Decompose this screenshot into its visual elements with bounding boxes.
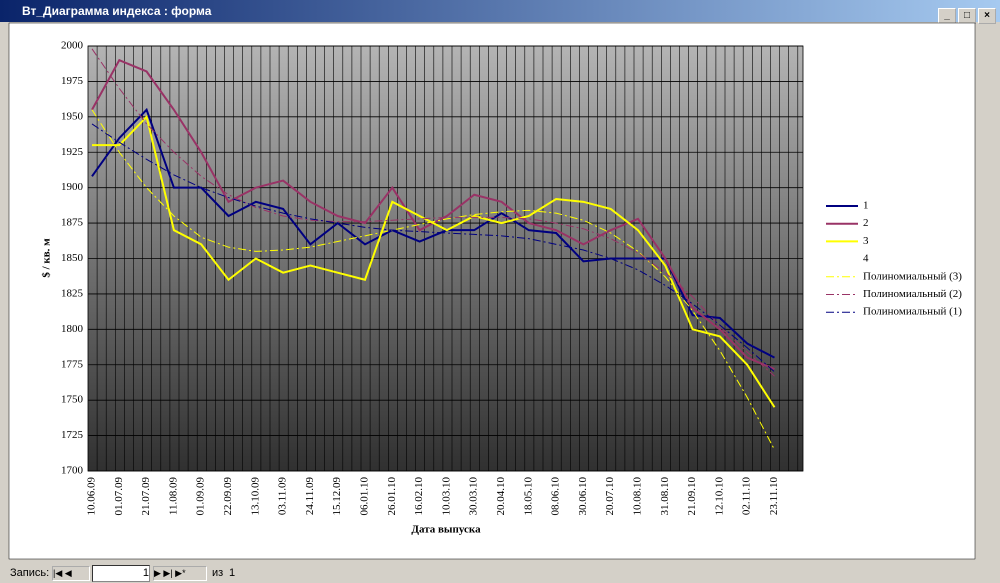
x-tick-label: 13.10.09 [249,477,261,516]
y-tick-label: 1850 [61,252,84,264]
maximize[interactable]: □ [958,8,976,24]
y-tick-label: 1825 [61,287,84,299]
x-tick-label: 20.04.10 [495,477,507,516]
y-tick-label: 1950 [61,110,84,122]
x-tick-label: 02.11.10 [741,477,753,516]
window-buttons: _ □ × [936,3,996,25]
y-tick-label: 1900 [61,181,84,193]
plot-border [87,45,804,472]
x-tick-label: 12.10.10 [713,477,725,516]
x-tick-label: 24.11.09 [304,477,316,516]
x-tick-label: 26.01.10 [386,477,398,516]
x-tick-label: 01.07.09 [113,477,125,516]
y-tick-label: 1775 [61,358,84,370]
title-bar: Вт_Диаграмма индекса : форма _ □ × [0,0,1000,25]
y-axis-title: $ / кв. м [41,238,53,278]
series-line [91,123,775,373]
record-bar: Запись: |◀ ◀ 1 ▶ ▶| ▶* из 1 [0,563,1000,583]
series-line [92,114,776,408]
y-tick-label: 1700 [61,465,84,477]
x-tick-label: 15.12.09 [331,477,343,516]
x-tick-label: 10.08.10 [632,477,644,516]
x-tick-label: 30.06.10 [577,477,589,516]
x-tick-label: 18.05.10 [522,477,534,516]
x-tick-label: 31.08.10 [659,477,671,516]
chart: $ / кв. м Дата выпуска 1700 1725 1750 1775 1… [8,22,976,560]
y-tick-label: 1750 [61,394,84,406]
legend-label: Полиномиальный (1) [863,306,962,318]
legend-label: Полиномиальный (2) [863,288,962,300]
legend-label: 3 [863,235,869,247]
y-tick-label: 1875 [61,217,84,229]
legend-label: 1 [863,200,869,212]
x-tick-label: 21.07.09 [140,477,152,516]
window-title: Вт_Диаграмма индекса : форма [22,4,212,18]
x-tick-label: 21.09.10 [686,477,698,516]
record-total: 1 [229,567,236,579]
series-line [91,109,775,450]
x-axis-title: Дата выпуска [411,524,481,536]
record-current[interactable]: 1 [92,565,150,582]
record-label: Запись: [10,567,50,579]
x-tick-label: 16.02.10 [413,477,425,516]
y-tick-label: 1975 [61,75,84,87]
x-tick-label: 22.09.09 [222,477,234,516]
y-tick-label: 1725 [61,429,84,441]
legend-label: 2 [863,217,869,229]
record-of: из [212,567,224,579]
legend-label: 4 [863,253,869,265]
x-tick-label: 03.11.09 [277,477,289,516]
y-tick-label: 1925 [61,146,84,158]
nav-first-prev[interactable]: |◀ ◀ [52,566,90,581]
close[interactable]: × [978,8,996,24]
x-tick-label: 06.01.10 [359,477,371,516]
x-tick-label: 23.11.10 [768,477,780,516]
y-tick-label: 1800 [61,323,84,335]
x-tick-label: 08.06.10 [550,477,562,516]
y-tick-label: 2000 [61,40,84,52]
x-tick-label: 10.03.10 [440,477,452,516]
x-tick-label: 30.03.10 [468,477,480,516]
x-tick-label: 20.07.10 [604,477,616,516]
x-tick-label: 01.09.09 [195,477,207,516]
x-tick-label: 11.08.09 [167,477,179,516]
nav-next-last-new[interactable]: ▶ ▶| ▶* [153,566,207,581]
legend-label: Полиномиальный (3) [863,270,962,282]
x-tick-label: 10.06.09 [86,477,98,516]
